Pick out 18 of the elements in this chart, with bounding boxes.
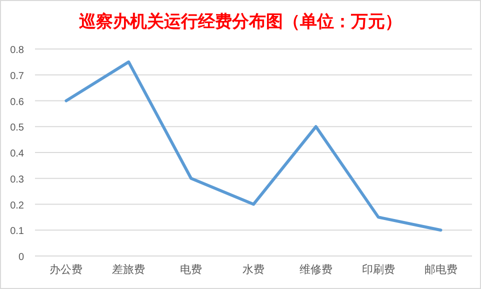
- chart-title: 巡察办机关运行经费分布图（单位：万元）: [78, 12, 402, 31]
- x-tick-label: 邮电费: [424, 263, 458, 276]
- y-tick-label: 0.3: [10, 174, 24, 186]
- y-tick-label: 0.7: [10, 70, 24, 82]
- x-tick-label: 差旅费: [112, 263, 146, 276]
- x-tick-label: 维修费: [299, 263, 332, 276]
- y-tick-label: 0.6: [10, 96, 24, 108]
- y-tick-label: 0.2: [10, 200, 24, 212]
- y-tick-label: 0: [18, 252, 24, 263]
- y-tick-label: 0.8: [10, 45, 24, 56]
- x-tick-label: 印刷费: [362, 263, 395, 276]
- y-tick-label: 0.5: [10, 122, 24, 134]
- line-series: [64, 60, 442, 232]
- y-tick-label: 0.1: [10, 226, 24, 238]
- x-tick-label: 电费: [180, 263, 202, 276]
- x-tick-label: 办公费: [50, 263, 83, 276]
- y-tick-label: 0.4: [10, 148, 24, 160]
- x-tick-label: 水费: [242, 263, 264, 276]
